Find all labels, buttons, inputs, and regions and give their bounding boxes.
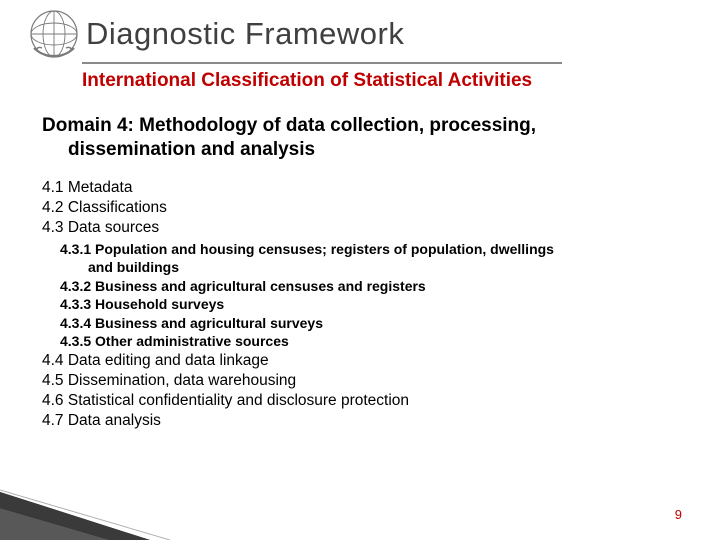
corner-decoration-icon [0, 480, 170, 540]
domain-heading: Domain 4: Methodology of data collection… [42, 114, 680, 162]
list-item: 4.5 Dissemination, data warehousing [42, 371, 680, 391]
sub-list-item: 4.3.3 Household surveys [60, 295, 680, 313]
sub-list-item: 4.3.1 Population and housing censuses; r… [60, 240, 680, 258]
sub-list-item: 4.3.4 Business and agricultural surveys [60, 314, 680, 332]
sub-list: 4.3.1 Population and housing censuses; r… [60, 240, 680, 351]
outline-list: 4.1 Metadata 4.2 Classifications 4.3 Dat… [42, 178, 680, 432]
header-row: Diagnostic Framework [28, 8, 680, 60]
list-item: 4.1 Metadata [42, 178, 680, 198]
sub-list-item: 4.3.2 Business and agricultural censuses… [60, 277, 680, 295]
domain-heading-line1: Domain 4: Methodology of data collection… [42, 114, 680, 138]
list-item: 4.2 Classifications [42, 198, 680, 218]
domain-heading-line2: dissemination and analysis [68, 138, 680, 162]
title-underline [82, 62, 562, 64]
list-item: 4.4 Data editing and data linkage [42, 351, 680, 371]
list-item: 4.6 Statistical confidentiality and disc… [42, 391, 680, 411]
list-item: 4.3 Data sources [42, 218, 680, 238]
page-number: 9 [675, 507, 682, 522]
subtitle: International Classification of Statisti… [82, 70, 680, 92]
list-item: 4.7 Data analysis [42, 411, 680, 431]
sub-list-item: 4.3.5 Other administrative sources [60, 332, 680, 350]
un-logo-icon [28, 8, 80, 60]
page-title: Diagnostic Framework [86, 16, 404, 52]
sub-list-item-cont: and buildings [88, 258, 680, 276]
slide: Diagnostic Framework International Class… [0, 0, 720, 540]
